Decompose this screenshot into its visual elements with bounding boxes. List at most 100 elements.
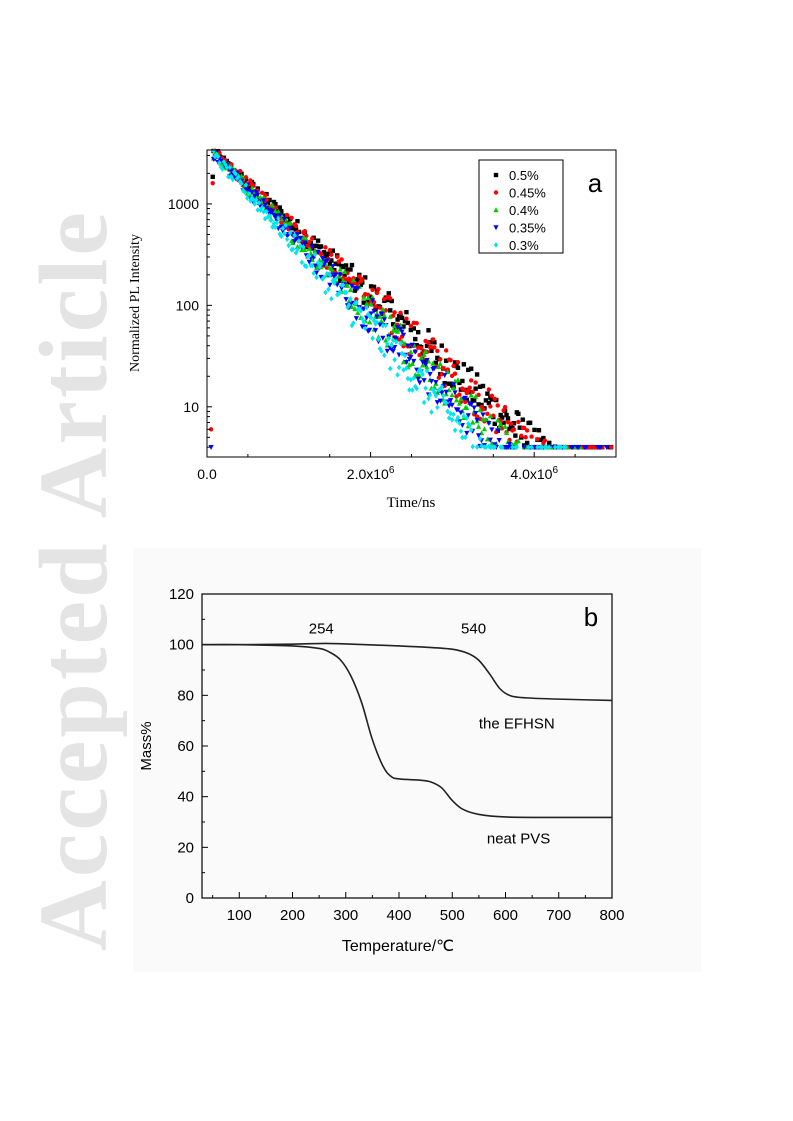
panel-a-point	[378, 318, 384, 324]
panel-a-point	[417, 380, 423, 386]
panel-a-point	[492, 421, 497, 427]
panel-a-point	[473, 386, 478, 391]
panel-a-point	[314, 274, 319, 281]
panel-a-point	[368, 301, 374, 307]
panel-a-point	[474, 414, 480, 419]
panel-a-label: a	[588, 168, 603, 198]
panel-a-point	[309, 262, 315, 269]
panel-a-point	[248, 185, 253, 191]
panel-a-point	[480, 407, 486, 412]
panel-a-point	[351, 320, 356, 326]
panel-a-point	[455, 365, 461, 370]
panel-a-point	[217, 159, 222, 166]
panel-b-annotation: 540	[461, 620, 486, 637]
panel-a-point	[318, 251, 324, 257]
panel-a-point	[486, 400, 492, 406]
panel-a-point	[324, 258, 330, 264]
panel-a-point	[448, 358, 453, 363]
panel-b-y-tick-label: 0	[186, 890, 194, 907]
panel-a-point	[268, 217, 274, 224]
panel-a-point	[443, 400, 449, 406]
panel-a-point	[333, 272, 339, 278]
panel-a-point	[483, 444, 489, 450]
panel-a-point	[269, 208, 276, 214]
panel-a-point	[432, 340, 437, 345]
panel-a-point	[304, 233, 309, 238]
panel-a-point	[519, 433, 524, 438]
panel-a-point	[458, 396, 464, 402]
panel-a-point	[274, 220, 280, 226]
panel-a-point	[377, 313, 383, 319]
panel-a-point	[489, 397, 495, 402]
panel-a-point	[604, 444, 610, 450]
panel-a-point	[398, 310, 403, 315]
panel-a-point	[395, 317, 400, 322]
panel-a-point	[422, 362, 429, 368]
panel-a-point	[371, 308, 377, 314]
figure-b-background	[133, 548, 701, 972]
panel-a-point	[526, 444, 531, 450]
panel-b-y-tick-label: 20	[177, 839, 194, 856]
panel-a-point	[267, 212, 272, 219]
panel-a-point	[512, 440, 518, 446]
panel-a-point	[469, 427, 474, 434]
panel-a-point	[327, 248, 333, 253]
panel-a-point	[358, 282, 363, 288]
panel-a-point	[306, 246, 312, 252]
panel-b-x-tick-label: 700	[546, 907, 571, 924]
panel-a-point	[471, 398, 477, 403]
panel-a-point	[340, 282, 346, 288]
panel-a-point	[437, 361, 443, 367]
panel-a-point	[329, 258, 334, 263]
panel-a-point	[279, 209, 284, 214]
panel-a-point	[408, 327, 414, 333]
panel-b-frame	[201, 593, 613, 899]
panel-a-point	[383, 322, 389, 329]
panel-a-point	[411, 326, 416, 331]
panel-b-y-tick-label: 60	[177, 738, 194, 755]
panel-a-point	[524, 440, 530, 446]
panel-a-point	[348, 295, 353, 302]
panel-a-point	[242, 189, 247, 195]
panel-a-point	[320, 276, 325, 282]
panel-a-point	[416, 329, 421, 335]
panel-a-point	[309, 236, 315, 241]
panel-a-point	[361, 319, 366, 326]
panel-a-point	[421, 378, 427, 384]
panel-a-point	[443, 389, 449, 395]
panel-a-point	[455, 359, 461, 365]
panel-a-legend-label: 0.4%	[509, 203, 539, 218]
panel-a-point	[314, 243, 319, 249]
panel-a-point	[433, 360, 439, 365]
panel-a-point	[496, 437, 502, 443]
panel-a-point	[477, 416, 483, 422]
panel-a-point	[265, 200, 271, 206]
panel-a-point	[511, 421, 517, 426]
panel-a-point	[330, 264, 336, 270]
panel-a-point	[248, 197, 253, 204]
panel-a-point	[318, 261, 324, 267]
panel-a-point	[405, 320, 411, 326]
panel-a-point	[342, 272, 347, 278]
panel-a-point	[399, 315, 405, 321]
panel-a-point	[365, 292, 371, 298]
panel-a-point	[220, 166, 225, 173]
panel-a-point	[355, 277, 361, 282]
panel-a-point	[271, 220, 277, 227]
panel-a-point	[390, 337, 396, 344]
panel-a-y-tick-label: 10	[183, 399, 199, 415]
panel-a-point	[481, 426, 488, 432]
panel-a-point	[354, 299, 359, 306]
panel-b-x-tick-label: 500	[440, 907, 465, 924]
panel-a-point	[346, 302, 352, 308]
panel-a-point	[299, 259, 305, 266]
panel-a-point	[487, 413, 493, 419]
panel-a-point	[340, 277, 346, 283]
panel-a-point	[348, 267, 353, 272]
panel-a-point	[327, 272, 333, 278]
panel-b-label: b	[584, 602, 598, 632]
panel-b-series-label: the EFHSN	[479, 715, 555, 732]
panel-a-point	[367, 294, 372, 299]
panel-a-point	[469, 366, 474, 371]
panel-a-point	[336, 273, 342, 279]
